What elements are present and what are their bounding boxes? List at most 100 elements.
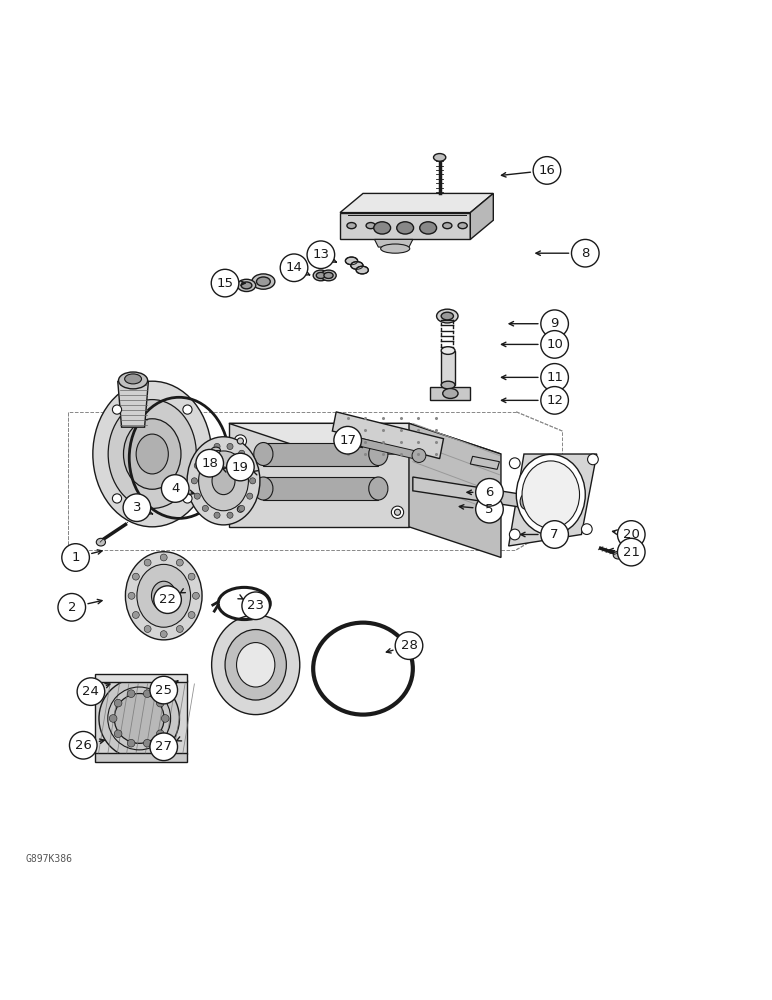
Text: 24: 24 [83, 685, 100, 698]
Ellipse shape [442, 223, 452, 229]
Ellipse shape [212, 615, 300, 715]
Polygon shape [374, 239, 413, 247]
Circle shape [226, 453, 254, 481]
Text: 17: 17 [339, 434, 356, 447]
Polygon shape [413, 477, 524, 508]
Polygon shape [441, 351, 455, 385]
Text: 22: 22 [159, 593, 176, 606]
Ellipse shape [108, 400, 196, 508]
Circle shape [571, 239, 599, 267]
Text: 16: 16 [539, 164, 555, 177]
Circle shape [541, 387, 568, 414]
Ellipse shape [313, 270, 329, 281]
Ellipse shape [157, 730, 164, 738]
Ellipse shape [236, 643, 275, 687]
Ellipse shape [437, 309, 458, 323]
Circle shape [541, 521, 568, 548]
Ellipse shape [369, 443, 388, 466]
Polygon shape [333, 412, 443, 459]
Ellipse shape [176, 559, 183, 566]
Polygon shape [263, 477, 378, 500]
Ellipse shape [227, 443, 233, 450]
Text: 10: 10 [546, 338, 563, 351]
Ellipse shape [442, 388, 458, 398]
Polygon shape [340, 193, 493, 213]
Ellipse shape [381, 244, 410, 253]
Ellipse shape [212, 447, 221, 453]
Text: 9: 9 [550, 317, 559, 330]
Ellipse shape [114, 699, 122, 707]
Ellipse shape [256, 277, 270, 286]
Ellipse shape [369, 477, 388, 500]
Text: 19: 19 [232, 461, 249, 474]
Polygon shape [354, 437, 419, 459]
Ellipse shape [214, 443, 220, 450]
Ellipse shape [237, 438, 243, 444]
Ellipse shape [225, 630, 286, 700]
Ellipse shape [350, 262, 363, 269]
Ellipse shape [227, 512, 233, 518]
Ellipse shape [144, 626, 151, 632]
Ellipse shape [202, 505, 208, 511]
Circle shape [618, 538, 645, 566]
Circle shape [541, 364, 568, 391]
Ellipse shape [345, 257, 357, 265]
Ellipse shape [441, 312, 453, 320]
Text: 4: 4 [171, 482, 179, 495]
Ellipse shape [510, 458, 520, 469]
Ellipse shape [234, 503, 246, 515]
Circle shape [476, 495, 503, 523]
Circle shape [150, 676, 178, 704]
Text: 21: 21 [623, 546, 640, 559]
Ellipse shape [125, 552, 202, 640]
Ellipse shape [391, 506, 404, 518]
Circle shape [77, 678, 105, 705]
Text: 27: 27 [155, 740, 172, 753]
Text: G897K386: G897K386 [25, 854, 73, 864]
Ellipse shape [510, 529, 520, 540]
Text: 11: 11 [546, 371, 563, 384]
Ellipse shape [522, 461, 580, 528]
Ellipse shape [420, 222, 437, 234]
Ellipse shape [144, 690, 151, 697]
Polygon shape [95, 753, 187, 762]
Text: 13: 13 [313, 248, 330, 261]
Ellipse shape [441, 347, 455, 354]
Text: 14: 14 [286, 261, 303, 274]
Ellipse shape [239, 450, 245, 456]
Ellipse shape [587, 454, 598, 465]
Ellipse shape [458, 223, 467, 229]
Circle shape [541, 331, 568, 358]
Ellipse shape [124, 419, 181, 489]
Circle shape [533, 157, 560, 184]
Ellipse shape [254, 477, 273, 500]
Ellipse shape [114, 730, 122, 738]
Ellipse shape [192, 592, 199, 599]
Ellipse shape [119, 372, 147, 389]
Text: 8: 8 [581, 247, 590, 260]
Circle shape [62, 544, 90, 571]
Ellipse shape [195, 493, 201, 499]
Ellipse shape [133, 573, 139, 580]
Ellipse shape [161, 554, 168, 561]
Ellipse shape [183, 405, 192, 414]
Circle shape [476, 479, 503, 506]
Ellipse shape [254, 443, 273, 466]
Polygon shape [229, 423, 501, 454]
Ellipse shape [128, 592, 135, 599]
Ellipse shape [249, 478, 256, 484]
Ellipse shape [394, 440, 401, 446]
Ellipse shape [161, 715, 169, 722]
Circle shape [541, 310, 568, 338]
Circle shape [196, 449, 224, 477]
Circle shape [334, 426, 361, 454]
Polygon shape [470, 456, 499, 469]
Text: 28: 28 [401, 639, 418, 652]
Ellipse shape [183, 494, 192, 503]
Polygon shape [340, 213, 470, 239]
Ellipse shape [234, 435, 246, 447]
Text: 15: 15 [217, 277, 234, 290]
Ellipse shape [347, 223, 356, 229]
Text: 5: 5 [486, 503, 494, 516]
Ellipse shape [243, 461, 249, 466]
